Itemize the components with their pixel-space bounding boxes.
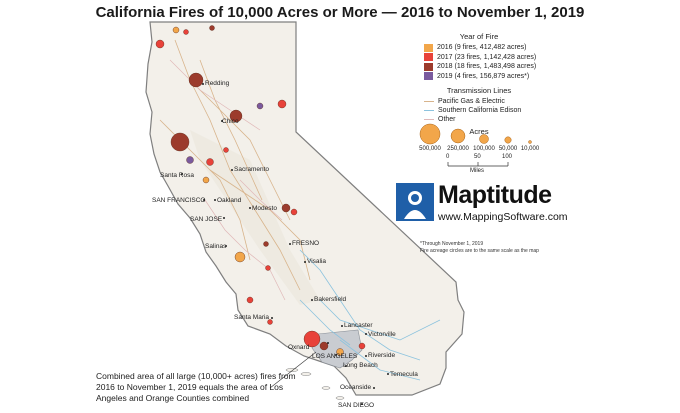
legend-year-2016: 2016 (9 fires, 412,482 acres)	[424, 43, 594, 53]
footnote: *Through November 1, 2019 Fire acreage c…	[420, 241, 539, 255]
city-label-salinas: Salinas	[205, 243, 227, 250]
fire-circle	[246, 296, 254, 304]
city-label-san-jose: SAN JOSE	[190, 216, 223, 223]
swatch-2017	[424, 53, 433, 62]
city-label-san-diego: SAN DIEGO	[338, 402, 375, 409]
footnote-line-2: Fire acreage circles are to the same sca…	[420, 248, 539, 254]
map-title: California Fires of 10,000 Acres or More…	[95, 4, 585, 21]
city-label-victorville: Victorville	[368, 331, 396, 338]
city-label-oxnard: Oxnard	[288, 344, 310, 351]
city-label-oceanside: Oceanside	[340, 384, 372, 391]
scale-unit: Miles	[470, 168, 485, 174]
brand-url[interactable]: www.MappingSoftware.com	[438, 211, 568, 223]
fire-circle	[265, 265, 271, 271]
city-label-chico: Chico	[222, 118, 239, 125]
legend-year-2017: 2017 (23 fires, 1,142,428 acres)	[424, 53, 594, 63]
legend-year-2018: 2018 (18 fires, 1,483,498 acres)	[424, 62, 594, 72]
acre-size-legend: 500,000 250,000 100,000 50,000 10,000	[416, 121, 556, 155]
brand-name: Maptitude	[438, 181, 552, 209]
fire-circle	[267, 319, 273, 325]
fire-circle	[155, 39, 165, 49]
fire-circle	[234, 251, 246, 263]
city-label-los-angeles: LOS ANGELES	[312, 353, 358, 360]
city-label-redding: Redding	[205, 80, 230, 87]
size-label-50000: 50,000	[498, 146, 518, 152]
fire-circle	[336, 348, 344, 356]
transmission-header: Transmission Lines	[446, 86, 512, 95]
city-label-visalia: Visalia	[307, 258, 327, 265]
fire-circle	[319, 341, 329, 351]
fire-circle	[281, 203, 291, 213]
city-label-sacramento: Sacramento	[234, 166, 270, 173]
scale-tick-50: 50	[474, 154, 481, 160]
city-label-lancaster: Lancaster	[344, 322, 373, 329]
fire-circle	[229, 109, 243, 123]
city-label-oakland: Oakland	[217, 197, 242, 204]
city-label-modesto: Modesto	[252, 205, 277, 212]
fire-circle	[188, 72, 204, 88]
city-label-santa-maria: Santa Maria	[234, 314, 270, 321]
acres-header: Acres	[469, 127, 489, 136]
other-lines	[169, 59, 286, 301]
fire-circle	[183, 29, 189, 35]
fire-circle	[202, 176, 210, 184]
maptitude-brand: Maptitude www.MappingSoftware.com	[396, 181, 568, 231]
fire-circle	[209, 25, 215, 31]
city-label-fresno: FRESNO	[292, 240, 320, 247]
city-label-long-beach: Long Beach	[343, 362, 378, 369]
fire-circle	[206, 158, 214, 166]
legend-year-2019: 2019 (4 fires, 156,879 acres*)	[424, 72, 594, 82]
swatch-2018	[424, 62, 433, 71]
size-label-500000: 500,000	[419, 146, 441, 152]
city-dots	[181, 83, 389, 405]
fire-circle	[223, 147, 229, 153]
city-label-san-francisco: SAN FRANCISCO	[152, 197, 206, 204]
fire-circles	[155, 25, 366, 356]
map-legend: Year of Fire 2016 (9 fires, 412,482 acre…	[424, 30, 594, 138]
fire-circle	[303, 330, 321, 348]
swatch-2016	[424, 43, 433, 52]
scale-tick-0: 0	[446, 154, 450, 160]
fire-circle	[170, 132, 190, 152]
legend-line-pge: Pacific Gas & Electric	[424, 97, 594, 106]
central-valley	[190, 130, 320, 305]
fire-circle	[358, 342, 366, 350]
legend-line-other: Other	[424, 115, 594, 124]
city-label-riverside: Riverside	[368, 352, 396, 359]
size-circle-50000	[504, 136, 512, 144]
size-circle-100000	[479, 134, 489, 144]
scale-bar: 0 50 100 Miles	[446, 154, 516, 174]
legend-line-sce: Southern California Edison	[424, 106, 594, 115]
fire-circle	[256, 102, 264, 110]
city-label-bakersfield: Bakersfield	[314, 296, 347, 303]
size-label-250000: 250,000	[447, 146, 469, 152]
swatch-2019	[424, 72, 433, 81]
size-circle-10000	[528, 140, 532, 144]
channel-islands	[285, 368, 345, 400]
size-circle-250000	[450, 128, 466, 144]
city-label-santa-rosa: Santa Rosa	[160, 172, 194, 179]
size-label-10000: 10,000	[520, 146, 540, 152]
maptitude-logo-icon	[396, 183, 434, 221]
fire-circle	[290, 208, 298, 216]
fire-year-header: Year of Fire	[459, 32, 499, 41]
size-circle-500000	[419, 123, 441, 145]
footnote-line-1: *Through November 1, 2019	[420, 241, 484, 247]
callout-text: Combined area of all large (10,000+ acre…	[96, 371, 296, 403]
fire-circle	[277, 99, 287, 109]
sce-lines	[299, 249, 441, 381]
fire-circle	[186, 156, 194, 164]
scale-tick-100: 100	[502, 154, 513, 160]
city-label-temecula: Temecula	[390, 371, 418, 378]
la-orange-counties	[311, 329, 363, 369]
fire-circle	[263, 241, 269, 247]
size-label-100000: 100,000	[473, 146, 495, 152]
fire-circle	[172, 26, 180, 34]
callout-leader	[269, 351, 317, 389]
